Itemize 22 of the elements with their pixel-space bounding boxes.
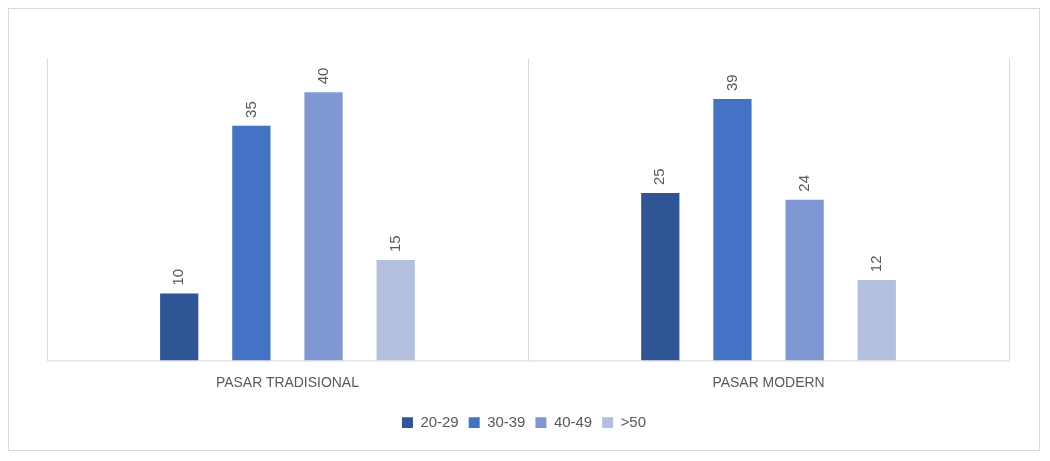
legend-label: 40-49	[553, 412, 593, 430]
bar	[641, 192, 680, 361]
bar	[376, 259, 415, 361]
bar	[160, 293, 199, 361]
bar	[232, 125, 271, 361]
data-label: 15	[385, 235, 403, 253]
legend-label: 20-29	[420, 412, 459, 430]
data-label: 24	[794, 175, 812, 192]
data-label: 10	[169, 268, 187, 286]
data-label: 39	[722, 74, 740, 92]
bar	[857, 280, 896, 361]
bar	[713, 99, 752, 361]
bar	[785, 199, 824, 361]
legend-label: >50	[620, 412, 647, 430]
data-label: 35	[241, 101, 259, 118]
x-tick-label: PASAR TRADISIONAL	[215, 373, 360, 390]
data-label: 25	[650, 168, 668, 185]
x-tick-label: PASAR MODERN	[712, 373, 825, 390]
data-label: 40	[313, 67, 331, 85]
bar	[304, 92, 343, 361]
legend-label: 30-39	[487, 412, 526, 430]
data-label: 12	[866, 255, 884, 273]
